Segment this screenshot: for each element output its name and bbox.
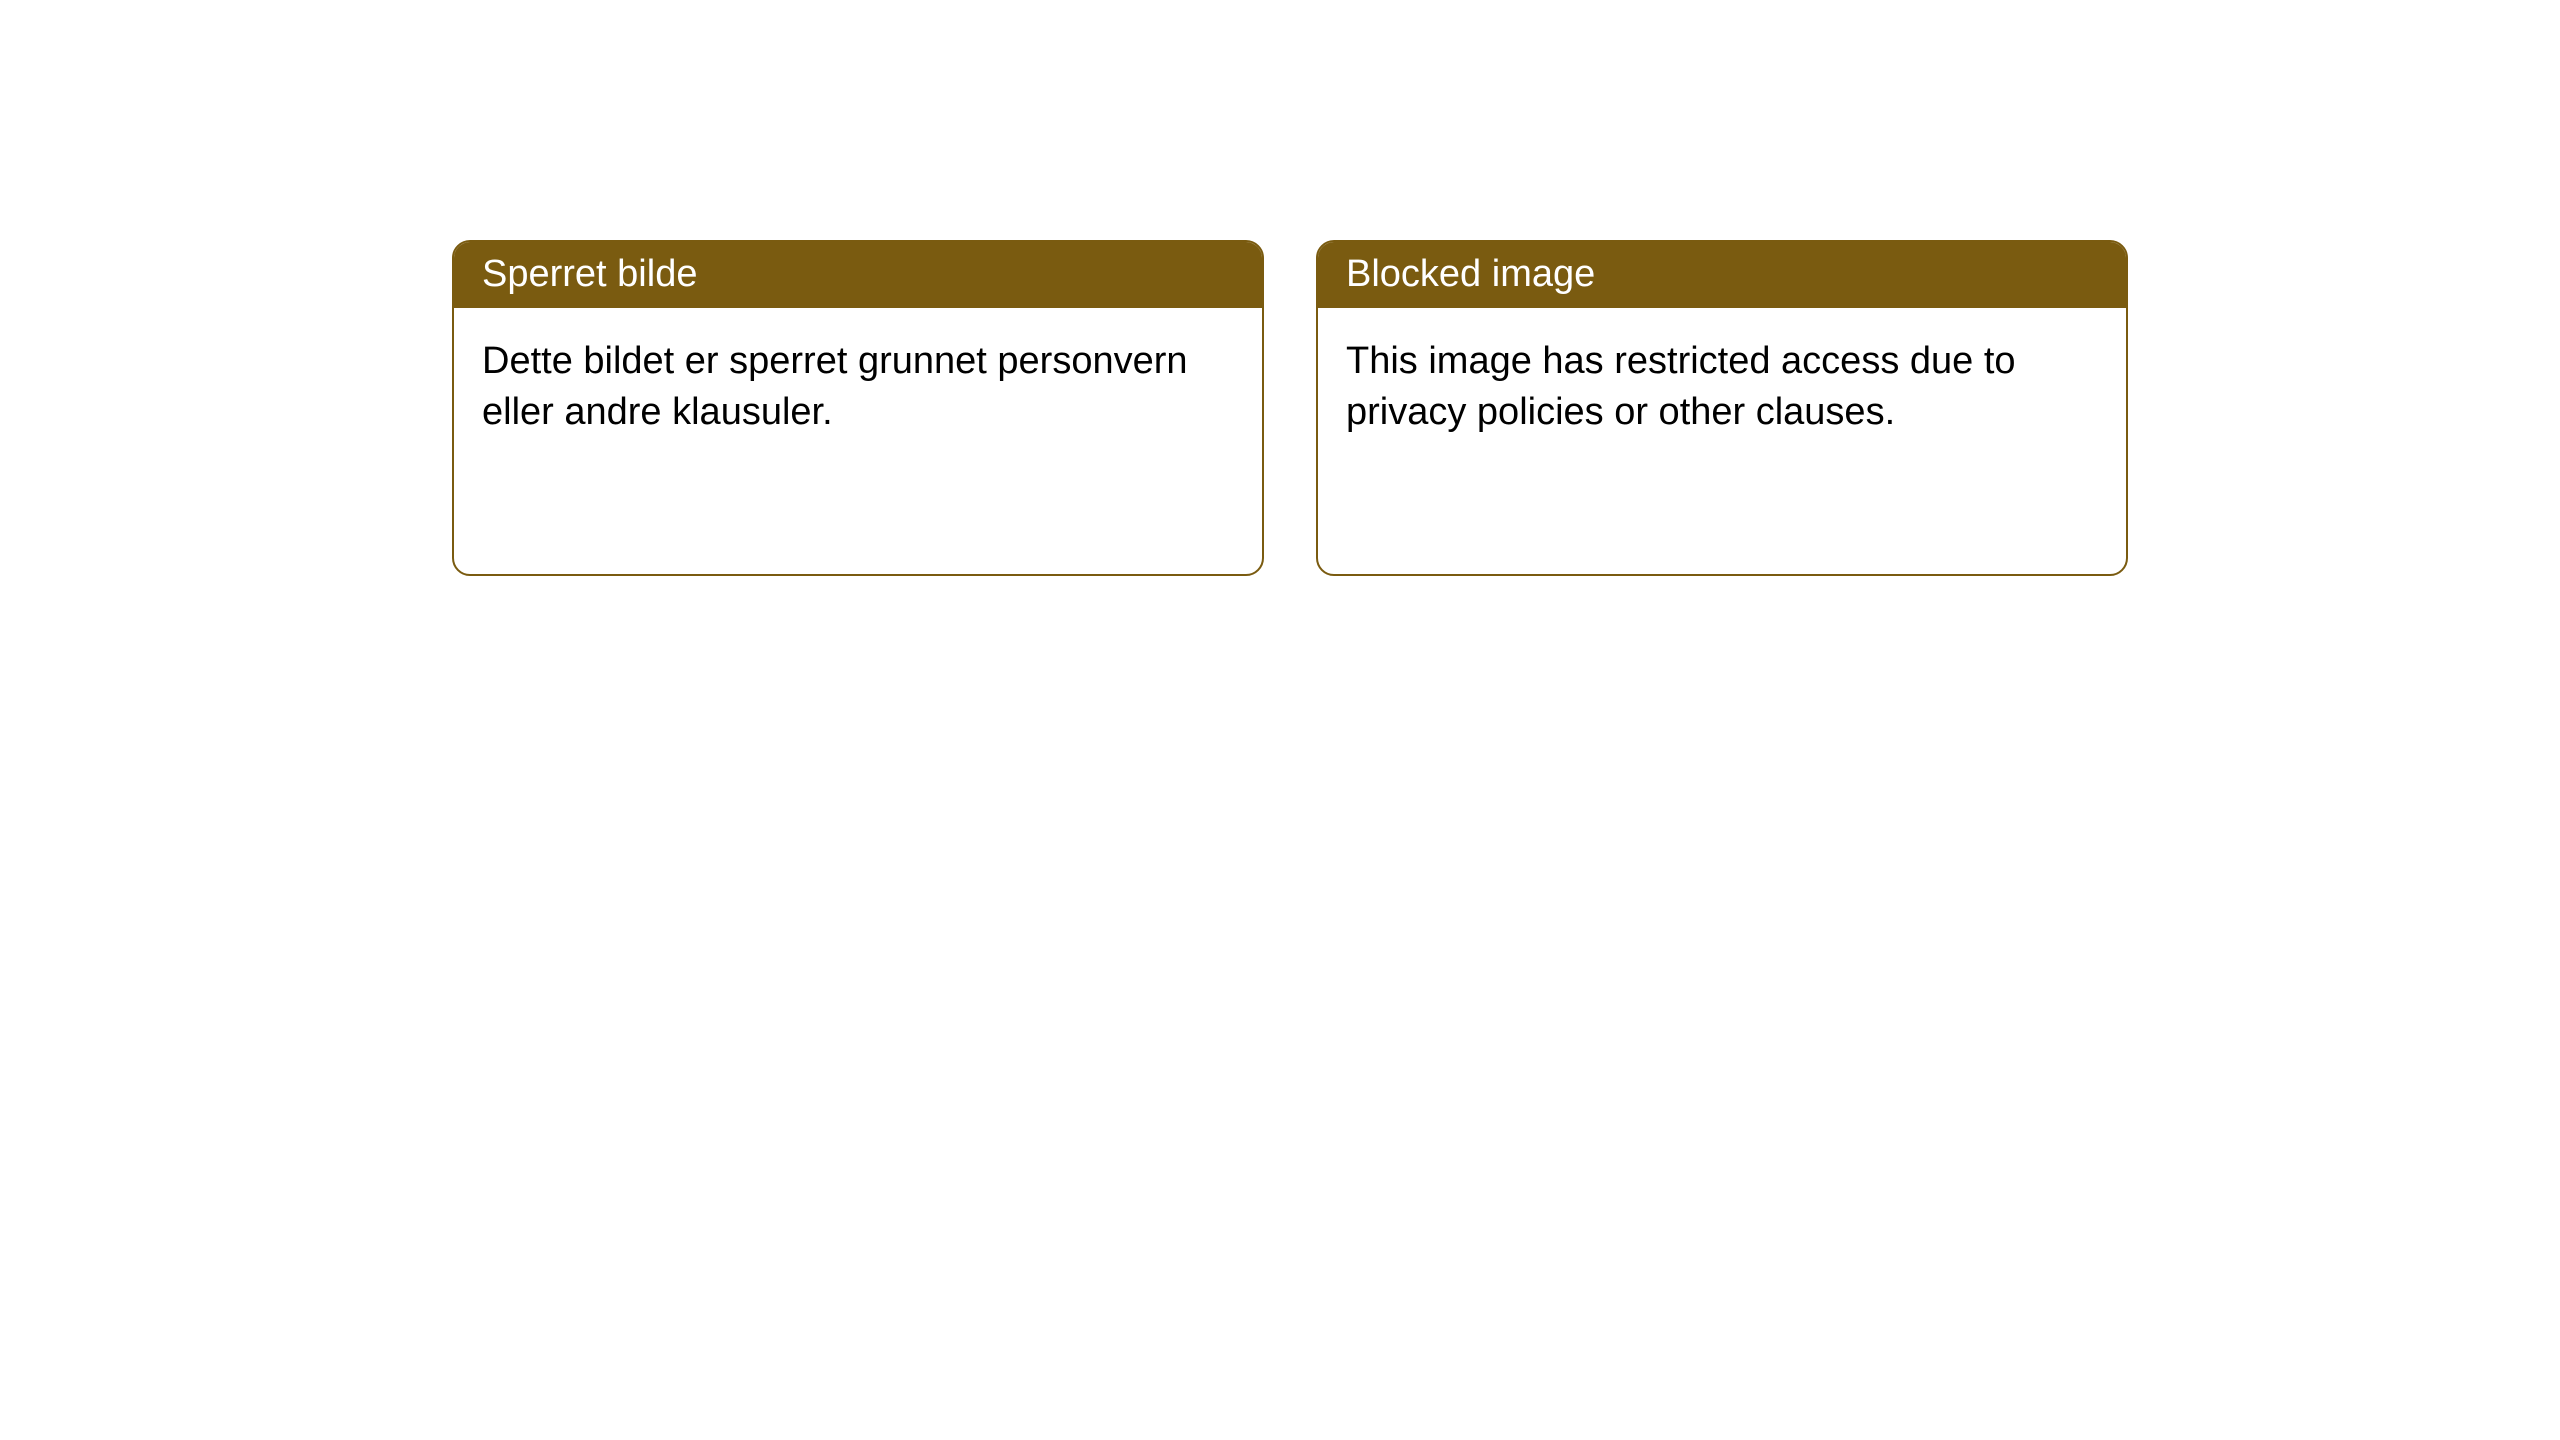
notice-body: Dette bildet er sperret grunnet personve… bbox=[454, 308, 1262, 467]
notice-body: This image has restricted access due to … bbox=[1318, 308, 2126, 467]
notice-container: Sperret bilde Dette bildet er sperret gr… bbox=[0, 0, 2560, 576]
notice-card-english: Blocked image This image has restricted … bbox=[1316, 240, 2128, 576]
notice-card-norwegian: Sperret bilde Dette bildet er sperret gr… bbox=[452, 240, 1264, 576]
notice-title: Sperret bilde bbox=[454, 242, 1262, 308]
notice-title: Blocked image bbox=[1318, 242, 2126, 308]
